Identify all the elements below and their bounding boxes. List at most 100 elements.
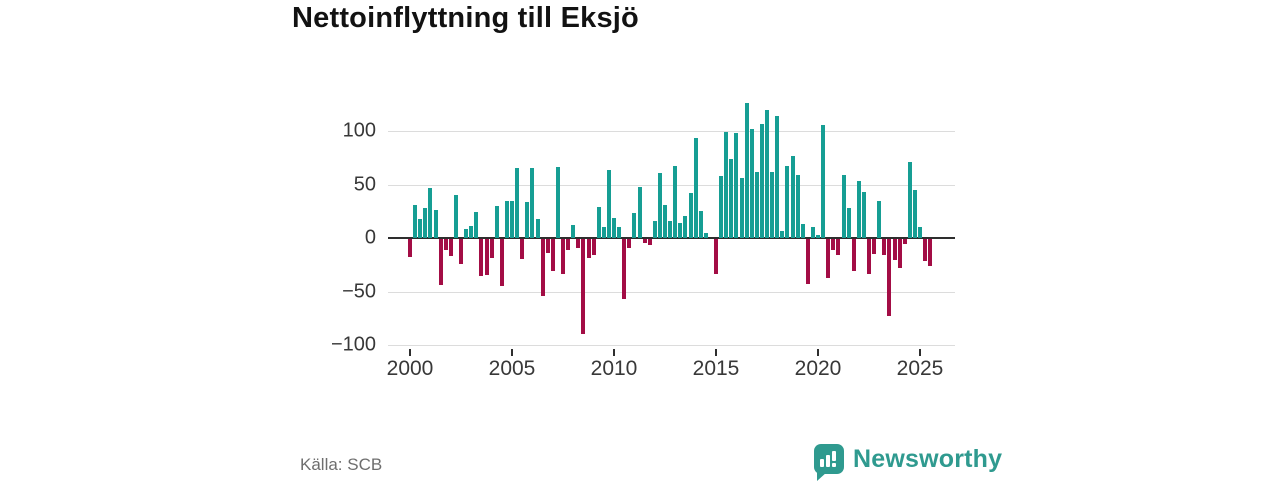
x-tick-mark — [817, 349, 819, 356]
bar — [693, 138, 698, 238]
bar — [469, 226, 474, 238]
bar — [591, 239, 596, 256]
bar — [632, 213, 637, 238]
bar — [912, 189, 917, 238]
bar — [805, 239, 810, 284]
bar — [657, 172, 662, 238]
bar — [581, 239, 586, 335]
x-tick-mark — [919, 349, 921, 356]
bar — [887, 239, 892, 317]
bar — [530, 168, 535, 238]
bar — [459, 239, 464, 264]
x-tick-label: 2010 — [590, 357, 638, 380]
bar — [617, 227, 622, 238]
bar — [892, 239, 897, 261]
bar — [438, 239, 443, 285]
bar — [856, 181, 861, 238]
bar — [647, 239, 652, 246]
bar — [413, 204, 418, 238]
x-tick-label: 2015 — [692, 357, 740, 380]
x-tick-mark — [409, 349, 411, 356]
bar — [576, 239, 581, 248]
bar — [816, 234, 821, 238]
bar — [464, 229, 469, 238]
bar — [846, 208, 851, 238]
bar — [867, 239, 872, 275]
bar — [652, 220, 657, 238]
x-tick-label: 2020 — [794, 357, 842, 380]
bar — [902, 239, 907, 245]
x-tick-label: 2000 — [386, 357, 434, 380]
y-axis-labels: 100 50 0 −50 −100 — [286, 120, 376, 356]
bar — [453, 195, 458, 238]
bar — [663, 204, 668, 238]
brand-logo: Newsworthy — [814, 442, 1003, 481]
bar — [642, 239, 647, 244]
bar — [907, 162, 912, 238]
brand-name: Newsworthy — [853, 444, 1003, 473]
newsworthy-bar-chart-icon — [814, 444, 844, 481]
bar — [770, 171, 775, 238]
bar — [724, 132, 729, 238]
bar — [739, 178, 744, 238]
bar — [800, 224, 805, 238]
bar — [861, 191, 866, 238]
bar — [586, 239, 591, 259]
bar — [540, 239, 545, 296]
bar — [443, 239, 448, 250]
bar — [759, 123, 764, 238]
bar — [408, 239, 413, 258]
bar — [448, 239, 453, 257]
x-tick-mark — [511, 349, 513, 356]
bar — [596, 206, 601, 238]
bar — [754, 171, 759, 238]
bar — [489, 239, 494, 259]
bar — [744, 103, 749, 238]
bar — [418, 218, 423, 238]
gridline — [388, 291, 955, 293]
bar — [637, 186, 642, 238]
bar — [872, 239, 877, 254]
bar — [494, 205, 499, 238]
bar — [821, 124, 826, 238]
bar — [826, 239, 831, 278]
gridline — [388, 184, 955, 186]
bar — [601, 227, 606, 238]
bar — [678, 223, 683, 238]
bar — [877, 200, 882, 238]
bar — [882, 239, 887, 256]
bar — [484, 239, 489, 276]
gridline — [388, 131, 955, 132]
bar — [765, 109, 770, 238]
x-tick-mark — [715, 349, 717, 356]
bar — [428, 187, 433, 238]
x-tick-mark — [613, 349, 615, 356]
bar — [433, 210, 438, 238]
bar — [571, 225, 576, 238]
bar — [749, 128, 754, 238]
bar — [831, 239, 836, 250]
bar — [515, 168, 520, 238]
bar — [566, 239, 571, 250]
bar — [606, 169, 611, 238]
x-tick-label: 2025 — [896, 357, 944, 380]
bar — [734, 133, 739, 238]
bar — [545, 239, 550, 253]
y-tick-label: −100 — [330, 333, 376, 356]
y-tick-label: 50 — [353, 173, 376, 195]
source-note: Källa: SCB — [300, 455, 383, 474]
bar — [897, 239, 902, 268]
bar — [775, 116, 780, 238]
bar — [535, 218, 540, 238]
bar — [836, 239, 841, 256]
page-title: Nettoinflyttning till Eksjö — [292, 2, 639, 34]
bar — [668, 220, 673, 238]
bar — [698, 211, 703, 238]
bar — [841, 174, 846, 238]
bar — [561, 239, 566, 275]
bar — [504, 200, 509, 238]
zero-axis-line — [388, 237, 955, 239]
bar — [780, 230, 785, 238]
bar — [474, 212, 479, 238]
bar — [923, 239, 928, 262]
